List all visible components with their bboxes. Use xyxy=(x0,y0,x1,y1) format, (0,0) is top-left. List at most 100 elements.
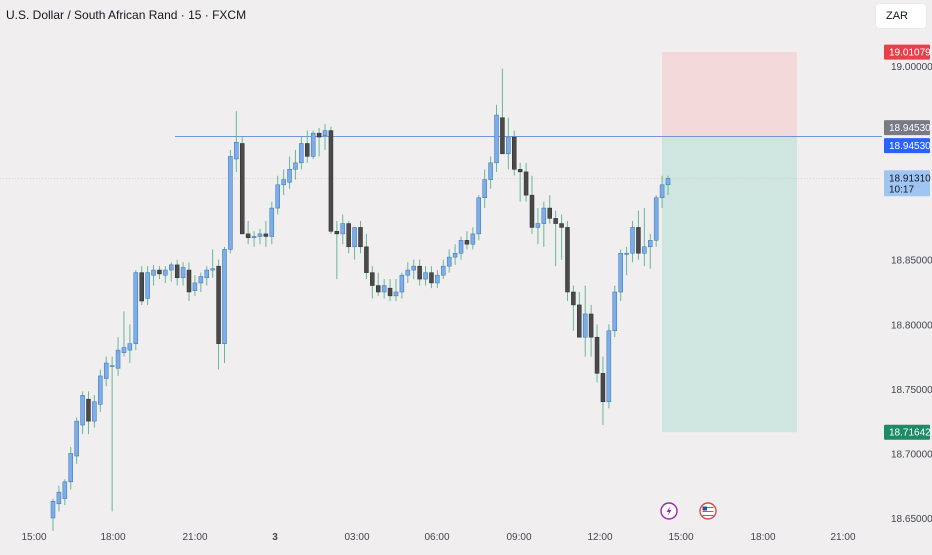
bull-candle xyxy=(275,184,280,209)
lightning-icon-bolt xyxy=(666,506,672,516)
bull-candle xyxy=(299,143,304,164)
us-flag-stripe xyxy=(702,507,714,508)
bull-candle xyxy=(192,282,198,291)
y-tick-label: 19.00000 xyxy=(891,62,932,73)
bull-candle xyxy=(535,223,541,228)
bull-candle xyxy=(133,272,139,344)
bear-candle xyxy=(328,130,334,232)
bull-candle xyxy=(127,343,133,351)
bull-candle xyxy=(423,272,428,280)
bear-candle xyxy=(157,269,162,275)
bull-candle xyxy=(121,347,127,353)
bull-candle xyxy=(50,500,56,519)
bull-candle xyxy=(204,269,209,279)
bull-candle xyxy=(399,274,405,293)
bull-candle xyxy=(482,179,487,198)
bull-candle xyxy=(435,274,440,284)
bear-candle xyxy=(517,169,523,173)
bull-candle xyxy=(648,240,653,248)
bear-candle xyxy=(346,223,351,248)
bull-candle xyxy=(80,395,85,426)
x-tick-label: 21:00 xyxy=(830,532,855,543)
bull-candle xyxy=(269,207,275,237)
bull-candle xyxy=(476,197,482,235)
x-tick-label: 15:00 xyxy=(668,532,693,543)
x-tick-label: 18:00 xyxy=(750,532,775,543)
bull-candle xyxy=(322,130,328,136)
bull-candle xyxy=(151,269,156,276)
bear-candle xyxy=(600,373,606,403)
bull-candle xyxy=(446,256,452,267)
bear-candle xyxy=(547,207,552,219)
bull-candle xyxy=(582,313,588,338)
bull-candle xyxy=(630,227,635,254)
bear-candle xyxy=(239,143,245,235)
bull-candle xyxy=(458,240,464,254)
bull-candle xyxy=(103,362,109,379)
x-tick-label: 15:00 xyxy=(21,532,46,543)
bear-candle xyxy=(139,272,144,302)
bear-candle xyxy=(523,171,529,196)
us-flag-stripe xyxy=(702,515,714,516)
bull-candle xyxy=(642,246,647,254)
bear-candle xyxy=(577,304,582,338)
bull-candle xyxy=(452,253,458,258)
y-tick-label: 18.70000 xyxy=(891,449,932,460)
bull-candle xyxy=(470,233,476,245)
bear-candle xyxy=(588,313,594,338)
bull-candle xyxy=(234,141,239,160)
take-profit-zone[interactable] xyxy=(662,136,797,433)
bull-candle xyxy=(624,253,629,255)
currency-button[interactable]: ZAR xyxy=(876,4,926,28)
y-tick-label: 18.85000 xyxy=(891,256,932,267)
bull-candle xyxy=(257,233,263,237)
price-label-text: 18.91310 xyxy=(889,174,931,185)
price-label-text: 19.01079 xyxy=(889,48,931,59)
x-tick-label: 03:00 xyxy=(344,532,369,543)
y-tick-label: 18.75000 xyxy=(891,385,932,396)
bear-candle xyxy=(500,117,505,155)
bear-candle xyxy=(305,143,310,157)
bear-candle xyxy=(86,398,91,422)
bull-candle xyxy=(381,285,387,293)
lightning-icon[interactable] xyxy=(660,502,678,520)
bull-candle xyxy=(228,156,233,250)
price-label-text: 18.94530 xyxy=(889,141,931,152)
bear-candle xyxy=(387,287,393,297)
bull-candle xyxy=(109,365,115,367)
bull-candle xyxy=(169,264,174,271)
bull-candle xyxy=(251,236,257,239)
bear-candle xyxy=(464,240,470,245)
us-flag-icon[interactable] xyxy=(699,502,717,520)
bear-candle xyxy=(216,265,221,344)
bull-candle xyxy=(163,269,168,276)
bull-candle xyxy=(494,114,499,164)
bear-candle xyxy=(529,194,535,228)
bear-candle xyxy=(358,227,363,248)
bull-candle xyxy=(98,375,103,405)
chart-title: U.S. Dollar / South African Rand · 15 · … xyxy=(6,8,247,22)
bear-candle xyxy=(417,265,422,280)
bull-candle xyxy=(352,227,357,248)
bull-candle xyxy=(62,481,68,499)
bull-candle xyxy=(612,291,618,331)
bear-candle xyxy=(186,269,192,293)
bear-candle xyxy=(512,136,517,170)
price-label-target xyxy=(884,424,930,440)
price-label-last xyxy=(884,170,930,197)
bull-candle xyxy=(210,268,215,271)
us-flag-canton xyxy=(702,506,707,511)
bull-candle xyxy=(665,178,671,186)
countdown-text: 10:17 xyxy=(889,185,914,196)
bear-candle xyxy=(636,227,641,254)
price-label-horizontal-line xyxy=(884,120,930,136)
bull-candle xyxy=(405,269,411,276)
stop-loss-zone[interactable] xyxy=(662,52,797,137)
bull-candle xyxy=(340,223,346,235)
x-tick-label: 3 xyxy=(272,532,278,543)
y-tick-label: 18.80000 xyxy=(891,320,932,331)
bull-candle xyxy=(198,276,204,284)
bear-candle xyxy=(375,285,381,293)
